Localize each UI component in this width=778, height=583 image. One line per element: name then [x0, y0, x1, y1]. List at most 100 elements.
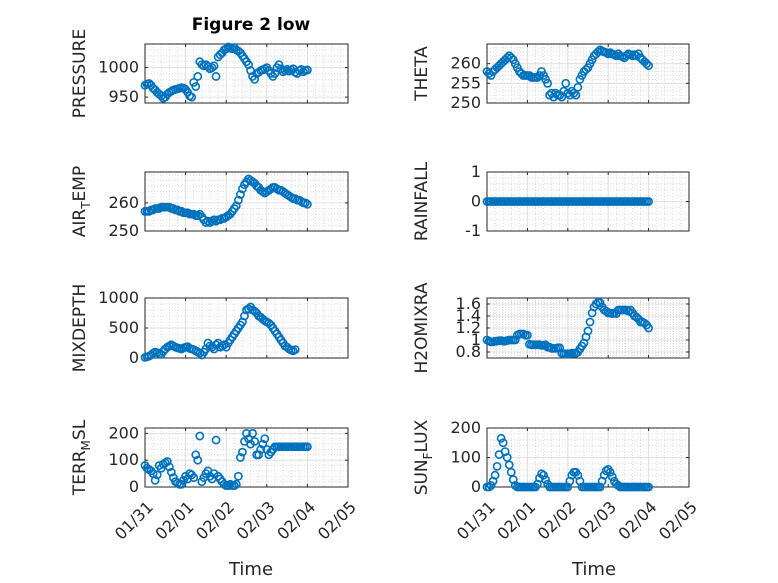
y-tick-label: 1.4: [456, 306, 481, 325]
axes-box: [144, 43, 349, 104]
data-point: [302, 65, 312, 75]
data-point: [236, 453, 245, 462]
data-point: [595, 298, 605, 308]
data-point: [492, 461, 502, 471]
x-axis-label-left: Time: [228, 559, 273, 580]
subplot-5: 0.811.21.41.6 H2OMIXRA: [412, 282, 690, 374]
data-point: [256, 445, 266, 454]
subplot-0: 950 1000 PRESSURE: [70, 29, 349, 118]
data-point: [555, 343, 565, 353]
data-point: [302, 199, 312, 209]
data-point: [233, 195, 243, 205]
data-point: [523, 330, 532, 340]
data-point: [537, 469, 546, 479]
data-point: [164, 462, 174, 472]
y-axis-label: SUNFLUX: [412, 419, 435, 495]
y-tick-label: 200: [108, 423, 139, 442]
data-point: [506, 53, 516, 63]
y-tick-label: 0: [129, 477, 139, 496]
y-tick-label: -1: [465, 221, 481, 240]
data-point: [260, 434, 270, 444]
y-axis-label-rest: LUX: [412, 419, 432, 452]
y-tick-label: 1000: [98, 288, 139, 307]
x-tick-label: 02/05: [314, 497, 360, 543]
x-tick-label: 02/02: [534, 497, 580, 543]
y-axis-label-main: TERR: [70, 450, 90, 496]
data-point: [189, 77, 199, 87]
data-point: [150, 475, 160, 485]
x-axis-label-right: Time: [571, 559, 616, 580]
data-point: [490, 470, 500, 480]
y-axis-label: MIXDEPTH: [70, 284, 90, 373]
y-tick-label: 1: [471, 330, 481, 349]
data-point: [209, 61, 219, 71]
y-tick-label: 1.2: [456, 318, 481, 337]
data-point: [221, 44, 231, 54]
data-point: [187, 92, 197, 102]
y-tick-label: 250: [108, 221, 139, 240]
data-point: [541, 475, 550, 485]
y-tick-label: 0: [471, 477, 481, 496]
y-axis-label: AIRTEMP: [70, 166, 93, 237]
data-point: [282, 64, 292, 74]
data-point: [191, 82, 201, 91]
data-point: [258, 439, 268, 449]
y-tick-label: 0: [129, 348, 139, 367]
y-tick-label: 260: [108, 193, 139, 212]
data-point: [193, 455, 203, 465]
data-point: [486, 481, 496, 490]
data-point: [238, 447, 247, 457]
data-point: [611, 51, 621, 61]
data-point: [152, 470, 162, 480]
axes-box: [144, 427, 349, 488]
data-point: [195, 431, 205, 441]
y-tick-label: 200: [450, 418, 481, 437]
x-tick-label: 01/31: [453, 497, 499, 543]
data-point: [498, 438, 508, 448]
y-axis-label-main: SUN: [412, 459, 432, 495]
y-tick-label: 250: [450, 93, 481, 112]
data-point: [561, 78, 571, 88]
data-point: [166, 467, 176, 477]
data-point: [242, 428, 251, 438]
x-tick-label: 02/02: [192, 497, 238, 543]
data-point: [189, 473, 199, 483]
y-axis-label: PRESSURE: [70, 29, 90, 118]
data-point: [543, 78, 552, 88]
y-axis-label-rest: EMP: [70, 166, 90, 202]
data-point: [233, 471, 243, 481]
subplot-2: 250 260 AIRTEMP: [70, 166, 349, 240]
data-point: [573, 82, 583, 92]
subplot-3: -1 0 1 RAINFALL: [412, 161, 690, 241]
y-axis-label: H2OMIXRA: [412, 282, 432, 373]
data-point: [621, 51, 631, 61]
y-axis-label-sub: F: [421, 452, 435, 459]
data-point: [496, 433, 506, 443]
data-point: [593, 47, 603, 57]
axes-box: [144, 171, 349, 232]
data-point: [221, 342, 231, 352]
y-tick-label: 100: [108, 450, 139, 469]
data-point: [605, 467, 615, 477]
data-point: [585, 317, 595, 327]
y-tick-label: 1: [471, 162, 481, 181]
data-point: [644, 197, 653, 206]
y-tick-label: 100: [450, 448, 481, 467]
subplot-4: 0 500 1000 MIXDEPTH: [70, 284, 349, 373]
data-point: [644, 482, 653, 492]
data-point: [607, 472, 617, 482]
y-axis-label-sub: T: [79, 201, 93, 210]
x-tick-label: 02/04: [614, 497, 660, 543]
x-tick-label: 02/03: [233, 497, 279, 543]
data-point: [290, 345, 300, 354]
data-point: [162, 457, 172, 466]
y-tick-label: 950: [108, 87, 139, 106]
y-tick-label: 260: [450, 54, 481, 73]
data-point: [250, 437, 260, 446]
data-point: [510, 481, 520, 490]
data-point: [274, 60, 284, 70]
axes-box: [486, 43, 690, 104]
